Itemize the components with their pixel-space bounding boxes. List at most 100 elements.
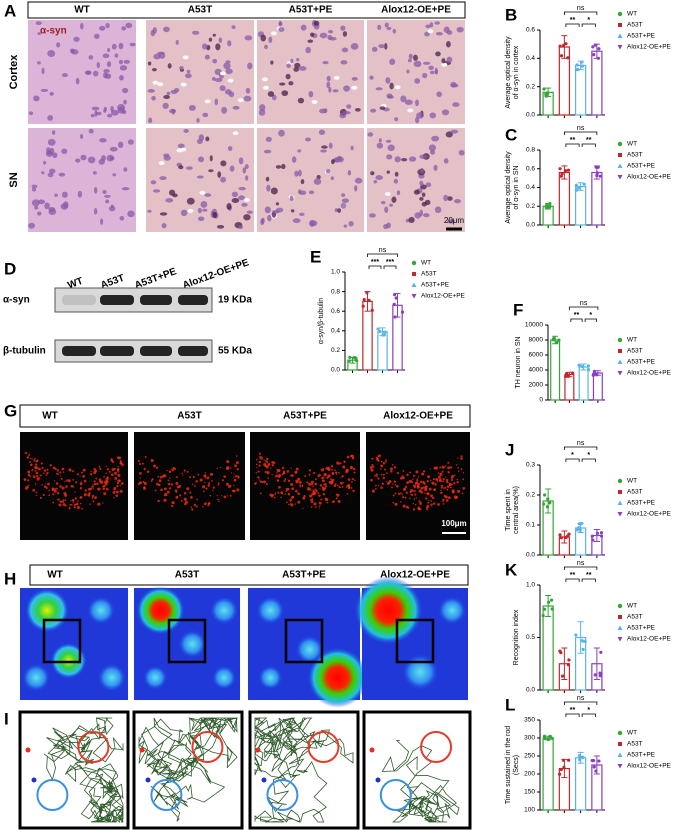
fiber xyxy=(166,469,168,472)
cell xyxy=(242,167,247,174)
cell xyxy=(106,113,113,118)
cell xyxy=(119,65,128,71)
cell xyxy=(289,195,294,202)
object-ring xyxy=(266,779,299,811)
cell xyxy=(123,99,127,105)
cell xyxy=(339,112,347,119)
sample-dot xyxy=(597,47,601,51)
fiber xyxy=(297,500,301,504)
fiber xyxy=(422,470,426,473)
fiber xyxy=(105,465,108,468)
sample-dot xyxy=(362,298,366,302)
y-tick-label: 1.0 xyxy=(331,269,340,276)
fiber xyxy=(196,498,198,501)
fiber xyxy=(322,486,325,489)
fiber xyxy=(306,481,309,484)
cell xyxy=(429,22,434,28)
vacuole xyxy=(227,78,234,83)
sample-dot xyxy=(566,56,570,60)
fiber xyxy=(418,500,421,503)
fiber xyxy=(288,503,290,506)
cell xyxy=(325,168,331,174)
fiber xyxy=(391,486,393,489)
cell xyxy=(165,198,174,203)
cell xyxy=(214,98,219,106)
blot-band xyxy=(62,346,96,356)
fiber xyxy=(218,500,220,503)
vacuole xyxy=(351,85,358,90)
fiber xyxy=(375,456,379,459)
legend-marker xyxy=(617,359,623,364)
fiber xyxy=(151,478,154,481)
fiber xyxy=(313,502,317,506)
cell xyxy=(227,146,233,151)
cell xyxy=(41,171,45,175)
error-bar xyxy=(577,182,584,191)
fiber xyxy=(175,476,178,479)
heat-spot xyxy=(97,663,126,692)
cell xyxy=(406,69,410,74)
fiber xyxy=(256,466,258,468)
sample-dot xyxy=(577,186,581,190)
fiber xyxy=(320,498,323,501)
sample-dot xyxy=(365,291,369,295)
cell xyxy=(281,163,286,170)
legend-marker xyxy=(617,141,623,147)
fiber xyxy=(186,487,190,491)
fiber xyxy=(89,503,91,505)
cell xyxy=(37,199,46,205)
vacuole xyxy=(270,31,277,36)
fiber xyxy=(110,473,114,477)
fiber xyxy=(106,468,110,471)
fiber xyxy=(52,501,55,504)
fiber xyxy=(97,488,99,490)
cell xyxy=(93,208,98,215)
fiber xyxy=(433,488,436,491)
fiber xyxy=(377,454,381,458)
cell xyxy=(122,87,129,94)
sample-dot xyxy=(564,42,568,46)
cell xyxy=(391,196,397,203)
cell xyxy=(61,148,68,155)
fiber xyxy=(59,485,62,488)
sample-dot xyxy=(355,359,359,363)
fiber xyxy=(237,475,239,478)
cell xyxy=(28,222,36,229)
fiber xyxy=(318,507,320,509)
cell xyxy=(299,212,305,217)
fiber xyxy=(103,475,105,478)
fiber xyxy=(116,468,120,471)
sample-dot xyxy=(574,183,578,187)
legend-marker xyxy=(617,371,623,376)
legend-marker xyxy=(411,282,417,287)
sample-dot xyxy=(592,53,596,57)
legend-label: A53T+PE xyxy=(627,752,656,759)
cell xyxy=(436,91,442,98)
cell xyxy=(421,201,427,207)
fiber xyxy=(73,506,76,509)
legend-marker xyxy=(618,153,622,157)
fiber xyxy=(371,489,375,493)
fiber xyxy=(388,480,392,484)
sample-dot xyxy=(580,60,584,64)
cell xyxy=(220,176,226,183)
cell xyxy=(370,108,377,113)
fiber xyxy=(41,484,44,486)
legend-label: A53T xyxy=(627,152,643,159)
sample-dot xyxy=(575,528,580,532)
fiber xyxy=(163,474,167,478)
fiber xyxy=(79,502,82,505)
cell xyxy=(238,186,246,191)
y-tick-label: 0.8 xyxy=(526,147,535,154)
cell xyxy=(394,156,401,163)
fiber xyxy=(276,479,280,482)
fiber xyxy=(28,454,30,457)
cell xyxy=(243,214,251,221)
bar xyxy=(542,737,554,811)
fiber xyxy=(218,498,220,500)
fiber xyxy=(346,455,350,459)
cell xyxy=(373,179,378,184)
sample-dot xyxy=(594,769,598,773)
cell xyxy=(169,189,176,196)
cell xyxy=(386,95,395,99)
